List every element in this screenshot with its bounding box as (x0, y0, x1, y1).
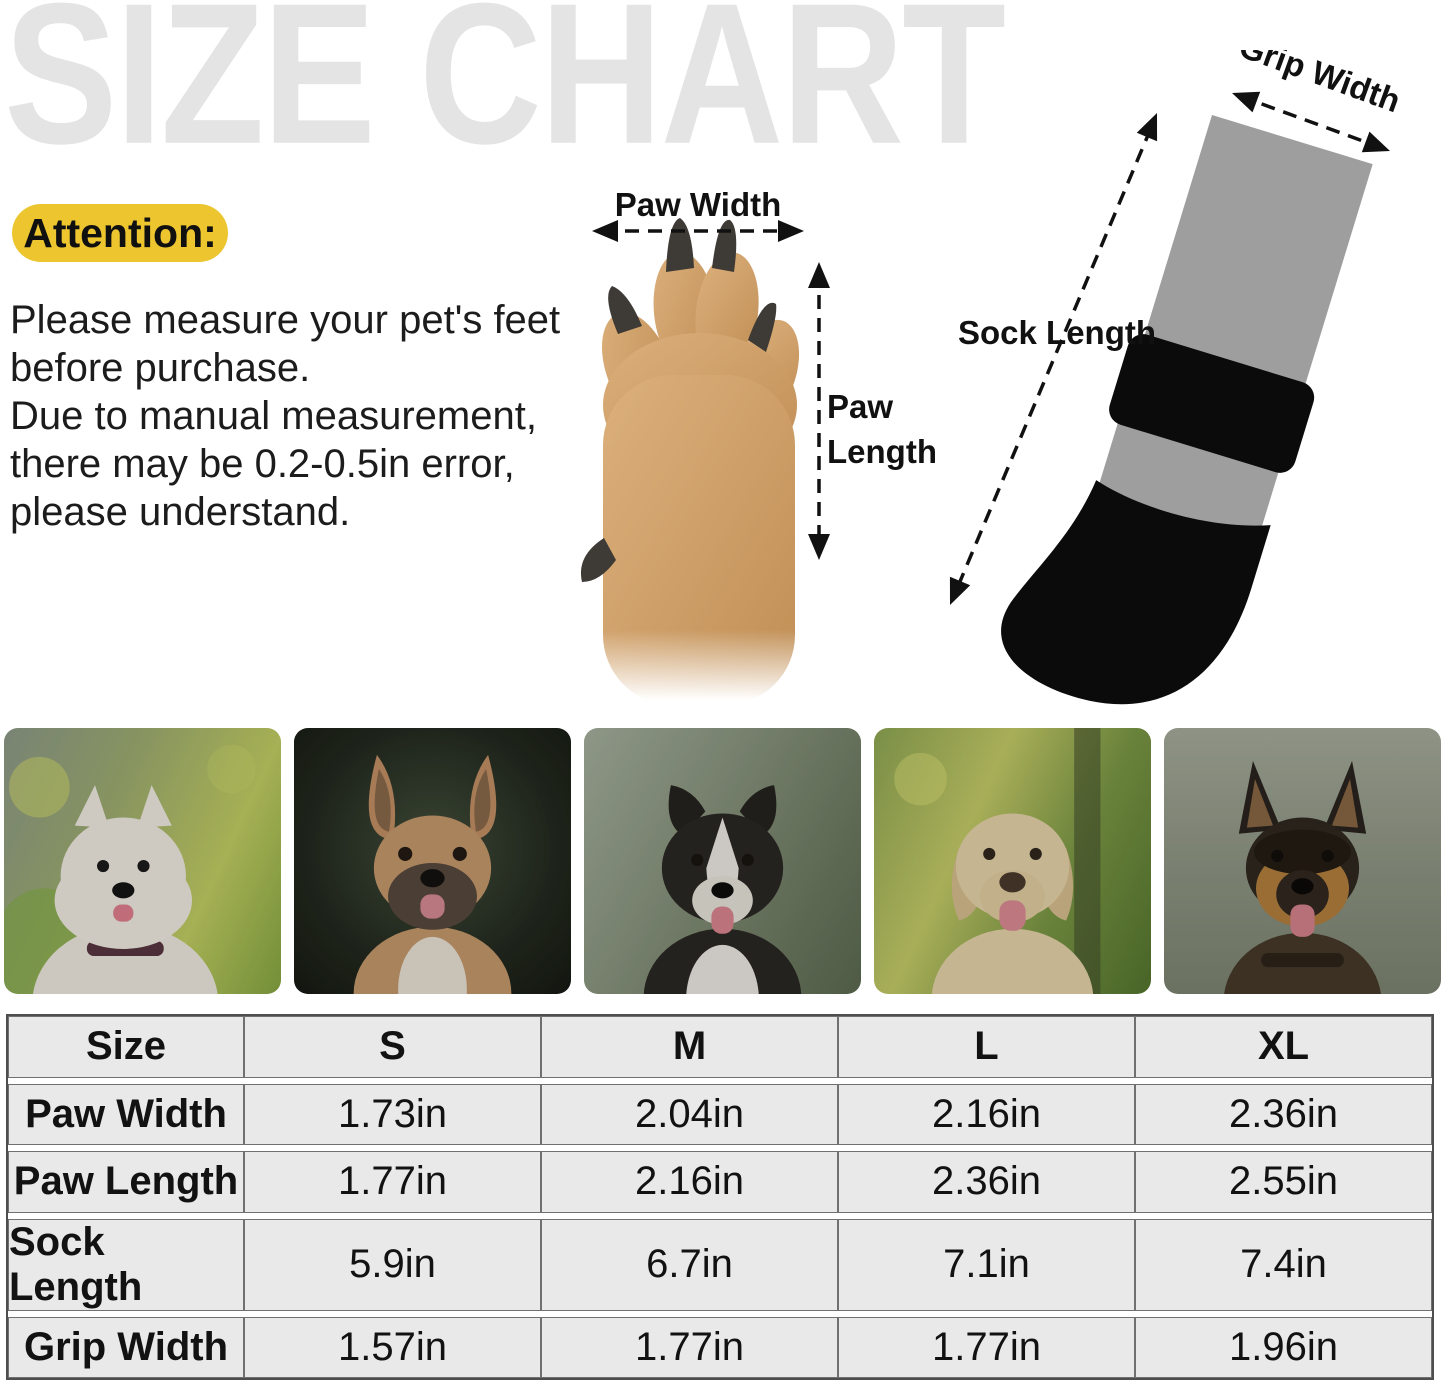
attention-line: there may be 0.2-0.5in error, (10, 442, 515, 486)
attention-line: Due to manual measurement, (10, 394, 537, 438)
attention-line: Please measure your pet's feet (10, 298, 561, 342)
attention-paragraph: Please measure your pet's feet before pu… (10, 296, 560, 536)
grip-width-arrow (1232, 91, 1390, 153)
labrador-illustration (894, 728, 1101, 994)
table-row-label: Grip Width (8, 1316, 244, 1378)
table-header-m: M (541, 1016, 838, 1078)
french-bulldog-illustration (353, 754, 512, 994)
table-header-s: S (244, 1016, 541, 1078)
paw-width-arrow (592, 220, 804, 242)
table-cell: 1.73in (244, 1083, 541, 1145)
grip-width-label: Grip Width (1235, 50, 1406, 119)
size-table: Size S M L XL Paw Width 1.73in 2.04in 2.… (6, 1014, 1434, 1380)
attention-line: please understand. (10, 490, 351, 534)
table-header-size: Size (8, 1016, 244, 1078)
paw-length-label-line2: Length (827, 433, 937, 470)
page-title: SIZE CHART (4, 0, 1006, 187)
table-cell: 1.96in (1135, 1316, 1432, 1378)
dog-photo-west-highland-white-terrier (4, 728, 281, 994)
sock-measurement-diagram: Grip Width Sock Length (949, 50, 1406, 705)
paw-length-arrow (808, 262, 830, 560)
dog-photo-german-shepherd (1164, 728, 1441, 994)
table-cell: 2.36in (1135, 1083, 1432, 1145)
paw-claws (580, 218, 777, 582)
photo-dim-overlay (4, 728, 281, 994)
sock-illustration (1001, 114, 1373, 705)
table-cell: 2.04in (541, 1083, 838, 1145)
table-cell: 2.16in (541, 1151, 838, 1213)
westie-illustration (4, 744, 256, 994)
photo-dim-overlay (584, 728, 861, 994)
photo-dim-overlay (294, 728, 571, 994)
attention-label: Attention: (23, 209, 217, 256)
paw-measurement-diagram: Paw Width Paw Length (560, 186, 960, 700)
table-cell: 2.36in (838, 1151, 1135, 1213)
table-cell: 1.77in (244, 1151, 541, 1213)
sock-length-label: Sock Length (958, 314, 1156, 351)
dog-photo-row (4, 728, 1441, 994)
table-row-label: Paw Width (8, 1083, 244, 1145)
paw-width-label: Paw Width (615, 186, 782, 223)
paw-length-label-line1: Paw (827, 388, 893, 425)
german-shepherd-illustration (1224, 760, 1381, 994)
table-header-xl: XL (1135, 1016, 1432, 1078)
table-cell: 7.1in (838, 1218, 1135, 1311)
photo-dim-overlay (1164, 728, 1441, 994)
table-cell: 7.4in (1135, 1218, 1432, 1311)
sock-length-arrow (949, 113, 1158, 605)
table-cell: 6.7in (541, 1218, 838, 1311)
table-cell: 1.57in (244, 1316, 541, 1378)
table-cell: 5.9in (244, 1218, 541, 1311)
attention-line: before purchase. (10, 346, 311, 390)
table-cell: 1.77in (541, 1316, 838, 1378)
attention-badge: Attention: (12, 204, 228, 262)
dog-photo-labrador-retriever (874, 728, 1151, 994)
table-cell: 2.16in (838, 1083, 1135, 1145)
photo-dim-overlay (874, 728, 1151, 994)
dog-photo-french-bulldog (294, 728, 571, 994)
table-header-l: L (838, 1016, 1135, 1078)
dog-photo-border-collie (584, 728, 861, 994)
table-row-label: Paw Length (8, 1151, 244, 1213)
table-row-label: Sock Length (8, 1218, 244, 1311)
table-cell: 2.55in (1135, 1151, 1432, 1213)
table-cell: 1.77in (838, 1316, 1135, 1378)
paw-illustration (560, 218, 960, 700)
border-collie-illustration (643, 785, 802, 994)
